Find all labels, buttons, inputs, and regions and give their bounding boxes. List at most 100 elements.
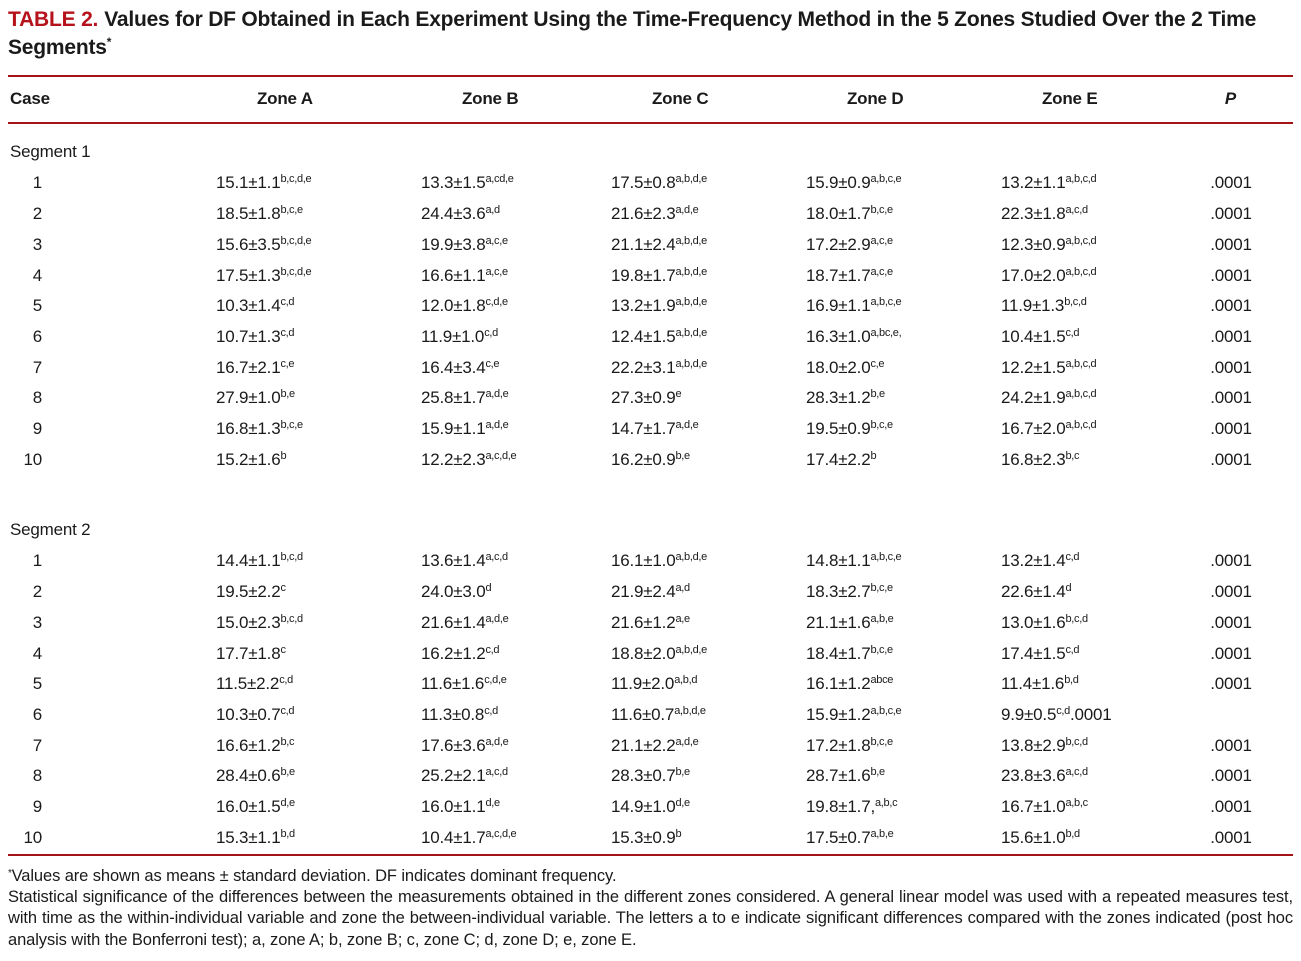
significance-superscript: c,e [870,357,885,370]
significance-superscript: b,e [870,388,885,401]
value-cell-zone-a: 17.7±1.8c [216,643,286,663]
value-cell-zone-d: 15.9±1.2a,b,c,e [806,704,902,724]
value-cell-zone-a: 16.8±1.3b,c,e [216,419,303,439]
significance-superscript: a,c,d [485,551,508,564]
case-number: 10 [8,445,215,476]
col-header-zone-b: Zone B [420,76,610,125]
value-cell-zone-d: 17.4±2.2b [806,449,877,469]
significance-superscript: a,c,d [1065,204,1088,217]
value-cell-zone-b: 16.4±3.4c,e [421,357,500,377]
significance-superscript: c,d [485,643,500,656]
significance-superscript: a,b,d,e [675,265,707,278]
significance-superscript: a,b,c,e [870,551,902,564]
significance-superscript: c [280,643,286,656]
table-row: 7 16.6±1.2b,c 17.6±3.6a,d,e 21.1±2.2a,d,e 17… [8,731,1293,762]
significance-superscript: b,c [280,735,295,748]
significance-superscript: a,b,c,e [870,296,902,309]
value-cell-zone-e: 13.2±1.4c,d [1001,551,1080,571]
col-header-zone-e: Zone E [1000,76,1190,125]
significance-superscript: a,c,d,e [485,449,517,462]
table-row: 3 15.0±2.3b,c,d 21.6±1.4a,d,e 21.6±1.2a,e 21… [8,608,1293,639]
significance-superscript: b,c,e [870,643,893,656]
footnote-statistics: Statistical significance of the differen… [8,887,1293,949]
significance-superscript: a,c,d [1065,766,1088,779]
value-cell-zone-b: 13.6±1.4a,c,d [421,551,508,571]
title-asterisk: * [106,34,112,49]
value-cell-zone-a: 11.5±2.2c,d [216,674,293,694]
p-value: .0001 [1210,827,1252,847]
significance-superscript: a,b,e [870,827,894,840]
value-cell-zone-a: 28.4±0.6b,e [216,766,295,786]
value-cell-zone-b: 11.3±0.8c,d [421,704,498,724]
significance-superscript: b,e [280,388,295,401]
value-cell-zone-e: 13.8±2.9b,c,d [1001,735,1088,755]
significance-superscript: a,d,e [675,204,699,217]
value-cell-zone-b: 16.0±1.1d,e [421,797,500,817]
col-header-zone-c: Zone C [610,76,805,125]
case-number-text: 4 [32,643,42,663]
case-number-text: 9 [32,419,42,439]
p-value: .0001 [1210,643,1252,663]
value-cell-zone-a: 10.3±0.7c,d [216,704,295,724]
value-cell-zone-b: 24.0±3.0d [421,582,492,602]
p-value: .0001 [1210,674,1252,694]
case-number: 2 [8,199,215,230]
value-cell-zone-b: 11.9±1.0c,d [421,326,498,346]
value-cell-zone-b: 21.6±1.4a,d,e [421,612,509,632]
significance-superscript: c,d [280,704,295,717]
value-cell-zone-e: 17.0±2.0a,b,c,d [1001,265,1097,285]
value-cell-zone-d: 15.9±0.9a,b,c,e [806,173,902,193]
value-cell-zone-d: 17.5±0.7a,b,e [806,827,894,847]
value-cell-zone-b: 25.2±2.1a,c,d [421,766,508,786]
significance-superscript: b,c,e [870,735,893,748]
value-cell-zone-e: 16.7±2.0a,b,c,d [1001,419,1097,439]
significance-superscript: a,b,c [874,797,898,810]
significance-superscript: b,c,e [870,582,893,595]
significance-superscript: a,b,d,e [675,234,707,247]
value-cell-zone-c: 17.5±0.8a,b,d,e [611,173,707,193]
value-cell-zone-e: 11.9±1.3b,c,d [1001,296,1087,316]
value-cell-zone-d: 18.4±1.7b,c,e [806,643,893,663]
value-cell-zone-a: 19.5±2.2c [216,582,286,602]
value-cell-zone-a: 27.9±1.0b,e [216,388,295,408]
value-cell-zone-e: 12.2±1.5a,b,c,d [1001,357,1097,377]
significance-superscript: a,b,c,d [1065,388,1097,401]
significance-superscript: b,c [1065,449,1080,462]
value-cell-zone-e: 15.6±1.0b,d [1001,827,1080,847]
value-cell-zone-c: 21.6±2.3a,d,e [611,204,699,224]
significance-superscript: b,c,d [1065,735,1088,748]
case-number-text: 4 [32,265,42,285]
significance-superscript: a,b,c,d [1065,265,1097,278]
significance-superscript: a,c,d [485,766,508,779]
significance-superscript: b,d [1064,674,1079,687]
value-cell-zone-b: 12.2±2.3a,c,d,e [421,449,517,469]
significance-superscript: b,c,d [1064,296,1087,309]
p-value: .0001 [1210,388,1252,408]
p-value: .0001 [1210,265,1252,285]
table-number: TABLE 2. [8,8,99,31]
p-value: .0001 [1210,766,1252,786]
case-number-text: 6 [32,704,42,724]
value-cell-zone-b: 12.0±1.8c,d,e [421,296,508,316]
value-cell-zone-d: 18.0±2.0c,e [806,357,885,377]
case-number-text: 1 [32,173,42,193]
significance-superscript: a,b,c,d [1065,357,1097,370]
value-cell-zone-e: 17.4±1.5c,d [1001,643,1080,663]
significance-superscript: d,e [675,797,690,810]
p-value: .0001 [1210,551,1252,571]
significance-superscript: c,d [1065,551,1080,564]
table-row: 5 10.3±1.4c,d 12.0±1.8c,d,e 13.2±1.9a,b,d,e… [8,291,1293,322]
significance-superscript: d [485,582,492,595]
case-number: 9 [8,792,215,823]
value-cell-zone-a: 15.3±1.1b,d [216,827,295,847]
significance-superscript: a,d [675,582,690,595]
value-cell-zone-b: 13.3±1.5a,cd,e [421,173,514,193]
significance-superscript: a,c,d,e [485,827,517,840]
value-cell-zone-e: 16.7±1.0a,b,c [1001,797,1088,817]
table-row: 5 11.5±2.2c,d 11.6±1.6c,d,e 11.9±2.0a,b,d 16… [8,669,1293,700]
value-cell-zone-b: 15.9±1.1a,d,e [421,419,509,439]
significance-superscript: c,d [280,296,295,309]
significance-superscript: b [280,449,287,462]
value-cell-zone-c: 22.2±3.1a,b,d,e [611,357,707,377]
case-number: 7 [8,353,215,384]
